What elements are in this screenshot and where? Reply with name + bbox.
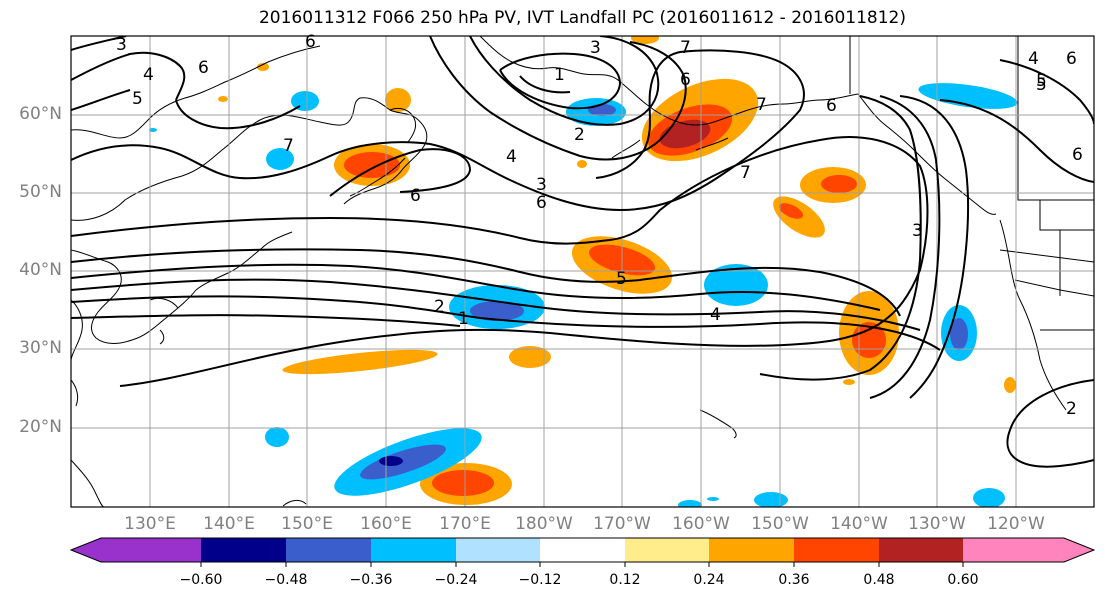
contour-labels: 3 4 5 6 6 7 6 3 1 2 7 6 4 3 6 5 7 6 3 6 … [116, 32, 1083, 419]
contour-label: 1 [554, 65, 565, 85]
contour-label: 1 [458, 309, 469, 329]
colorbar-segment [794, 538, 879, 562]
contour-label: 7 [740, 163, 751, 183]
contour-label: 4 [506, 147, 517, 167]
colorbar-segment [456, 538, 540, 562]
lon-label: 120°W [987, 514, 1045, 534]
contour-label: 6 [680, 70, 691, 90]
lon-label: 150°E [281, 514, 333, 534]
colorbar-extend-min [71, 538, 201, 562]
colorbar-tick-label: −0.12 [518, 572, 562, 588]
lat-label: 50°N [19, 182, 62, 202]
colorbar-tick-label: 0.24 [693, 572, 725, 588]
contour-label: 3 [536, 175, 547, 195]
contour-label: 3 [912, 221, 923, 241]
contour-label: 3 [590, 38, 601, 58]
contour-label: 7 [680, 38, 691, 58]
contour-label: 5 [132, 89, 143, 109]
contour-label: 2 [1066, 399, 1077, 419]
colorbar-segment [625, 538, 709, 562]
colorbar-segment [371, 538, 456, 562]
colorbar-segment [286, 538, 371, 562]
colorbar-tick-label: −0.60 [179, 572, 223, 588]
lat-label: 40°N [19, 260, 62, 280]
coastlines [71, 36, 1094, 507]
contour-label: 4 [710, 305, 721, 325]
colorbar-segment [709, 538, 794, 562]
colorbar-segment [201, 538, 286, 562]
colorbar-extend-max [963, 538, 1094, 562]
contour-label: 6 [198, 58, 209, 78]
lon-label: 140°E [203, 514, 255, 534]
pv-contours [71, 36, 1094, 468]
gridlines [71, 36, 1094, 507]
contour-label: 2 [434, 297, 445, 317]
lat-label: 30°N [19, 338, 62, 358]
contour-label: 6 [826, 96, 837, 116]
contour-label: 6 [305, 32, 316, 52]
contour-label: 5 [1036, 75, 1047, 95]
contour-label: 5 [1036, 71, 1047, 91]
colorbar-tick-label: −0.36 [349, 572, 393, 588]
lat-label: 20°N [19, 417, 62, 437]
colorbar-segments [69, 537, 1096, 563]
colorbar-tick-label: 0.36 [778, 572, 810, 588]
lon-label: 170°W [593, 514, 651, 534]
contour-label: 3 [116, 35, 127, 55]
contour-label: 6 [1072, 145, 1083, 165]
contour-label: 4 [1028, 49, 1039, 69]
lon-label: 150°W [751, 514, 809, 534]
colorbar-segment [540, 538, 625, 562]
lon-label: 170°E [439, 514, 491, 534]
colorbar-ticks [200, 562, 964, 567]
contour-label: 5 [616, 269, 627, 289]
lon-label: 180°W [515, 514, 573, 534]
colorbar-tick-label: 0.60 [947, 572, 979, 588]
lat-label: 60°N [19, 104, 62, 124]
colorbar-outline [69, 537, 1096, 563]
colorbar-tick-label: −0.24 [434, 572, 478, 588]
contour-label: 2 [574, 125, 585, 145]
contour-label: 7 [283, 136, 294, 156]
lon-label: 160°E [360, 514, 412, 534]
contour-label: 6 [536, 193, 547, 213]
map-title: 2016011312 F066 250 hPa PV, IVT Landfall… [258, 8, 906, 28]
colorbar-tick-label: 0.48 [863, 572, 895, 588]
negative-anomaly-patches [149, 83, 1018, 507]
contour-label: 4 [143, 65, 154, 85]
contour-label: 7 [756, 95, 767, 115]
contour-label: 6 [410, 186, 421, 206]
contour-label: 6 [1066, 49, 1077, 69]
lon-label: 130°E [124, 514, 176, 534]
colorbar-tick-label: 0.12 [609, 572, 641, 588]
lon-label: 130°W [908, 514, 966, 534]
colorbar-tick-label: −0.48 [264, 572, 308, 588]
map-frame [70, 35, 1095, 508]
colorbar-segment [879, 538, 963, 562]
lon-label: 140°W [830, 514, 888, 534]
lon-label: 160°W [672, 514, 730, 534]
